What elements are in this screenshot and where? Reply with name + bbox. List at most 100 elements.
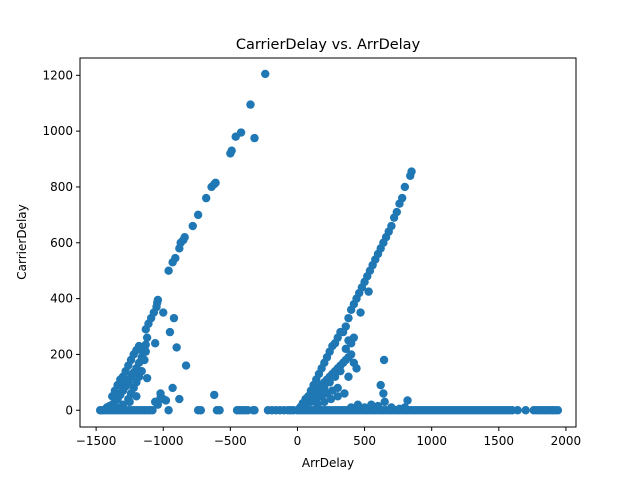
data-point bbox=[387, 221, 396, 231]
x-tick-label: −1000 bbox=[143, 434, 184, 448]
data-point bbox=[325, 378, 334, 387]
data-point bbox=[181, 361, 191, 370]
data-point bbox=[134, 341, 144, 351]
data-point bbox=[344, 313, 353, 323]
data-point bbox=[165, 327, 175, 337]
data-point bbox=[196, 406, 206, 415]
data-point bbox=[297, 401, 306, 411]
data-point bbox=[379, 355, 389, 365]
data-point bbox=[118, 378, 128, 387]
data-point bbox=[215, 406, 224, 415]
data-point bbox=[180, 233, 189, 242]
data-point bbox=[142, 333, 152, 342]
data-point bbox=[521, 406, 530, 415]
data-point bbox=[141, 347, 150, 356]
y-tick-label: 400 bbox=[50, 292, 73, 306]
x-tick-label: 500 bbox=[353, 434, 376, 448]
data-point bbox=[333, 383, 342, 393]
data-point bbox=[346, 403, 356, 412]
data-point bbox=[392, 207, 401, 217]
data-point bbox=[227, 146, 236, 155]
data-point bbox=[313, 400, 322, 409]
data-point bbox=[333, 392, 342, 401]
data-point bbox=[326, 394, 336, 404]
data-point bbox=[336, 327, 345, 337]
data-point bbox=[513, 406, 522, 415]
data-point bbox=[336, 366, 345, 376]
data-point bbox=[142, 373, 152, 383]
data-point bbox=[210, 390, 219, 400]
data-point bbox=[314, 389, 324, 398]
data-point bbox=[246, 100, 255, 109]
y-tick-label: 200 bbox=[50, 347, 73, 361]
data-point bbox=[150, 397, 160, 407]
data-point bbox=[150, 339, 160, 348]
x-axis-ticks: −1500 −1000 −500 0 500 1000 1500 2000 bbox=[76, 427, 581, 448]
data-point bbox=[330, 372, 340, 381]
data-point bbox=[330, 339, 340, 348]
y-axis-label: CarrierDelay bbox=[15, 204, 29, 279]
data-point bbox=[188, 221, 197, 231]
data-point bbox=[172, 343, 181, 352]
data-point bbox=[211, 178, 220, 187]
x-tick-label: 2000 bbox=[551, 434, 582, 448]
y-tick-label: 1200 bbox=[42, 68, 73, 82]
data-point bbox=[320, 397, 329, 407]
data-point bbox=[121, 366, 130, 376]
data-point bbox=[397, 193, 407, 203]
x-axis-label: ArrDelay bbox=[302, 456, 354, 470]
data-point bbox=[175, 394, 184, 404]
data-point bbox=[360, 403, 369, 412]
data-point bbox=[341, 344, 350, 354]
data-point bbox=[108, 392, 117, 401]
data-point bbox=[380, 397, 389, 407]
data-point bbox=[403, 396, 412, 405]
data-point bbox=[353, 400, 363, 409]
data-point bbox=[171, 253, 180, 263]
chart-title: CarrierDelay vs. ArrDelay bbox=[236, 37, 421, 53]
x-tick-label: −500 bbox=[214, 434, 247, 448]
data-point bbox=[164, 406, 173, 415]
data-point bbox=[118, 400, 128, 409]
y-tick-label: 1000 bbox=[42, 124, 73, 138]
data-point bbox=[400, 403, 410, 412]
data-point bbox=[387, 403, 396, 412]
data-point bbox=[105, 404, 114, 414]
data-point bbox=[261, 69, 270, 79]
data-point bbox=[236, 128, 246, 137]
data-point bbox=[346, 350, 356, 359]
data-point bbox=[137, 366, 146, 376]
data-point bbox=[112, 403, 121, 412]
data-point bbox=[169, 313, 179, 323]
x-tick-label: 1500 bbox=[484, 434, 515, 448]
data-point bbox=[168, 383, 177, 393]
data-point bbox=[341, 322, 350, 331]
data-point bbox=[349, 333, 359, 342]
data-point bbox=[161, 396, 171, 405]
data-point bbox=[141, 340, 150, 349]
data-point bbox=[148, 406, 157, 415]
data-points bbox=[95, 69, 563, 415]
y-tick-label: 0 bbox=[65, 403, 73, 417]
data-point bbox=[140, 355, 149, 365]
data-point bbox=[356, 308, 365, 317]
data-point bbox=[364, 287, 373, 296]
data-point bbox=[407, 167, 416, 176]
y-tick-label: 800 bbox=[50, 180, 73, 194]
data-point bbox=[250, 406, 259, 415]
data-point bbox=[367, 400, 376, 409]
data-point bbox=[164, 266, 173, 275]
data-point bbox=[379, 389, 388, 398]
data-point bbox=[352, 364, 361, 373]
x-tick-label: 0 bbox=[294, 434, 302, 448]
data-point bbox=[320, 383, 329, 393]
data-point bbox=[193, 210, 203, 220]
data-point bbox=[344, 372, 353, 381]
data-point bbox=[201, 193, 211, 203]
data-point bbox=[340, 389, 349, 398]
x-tick-label: 1000 bbox=[416, 434, 447, 448]
data-point bbox=[400, 182, 410, 192]
y-tick-label: 600 bbox=[50, 236, 73, 250]
data-point bbox=[553, 406, 563, 415]
